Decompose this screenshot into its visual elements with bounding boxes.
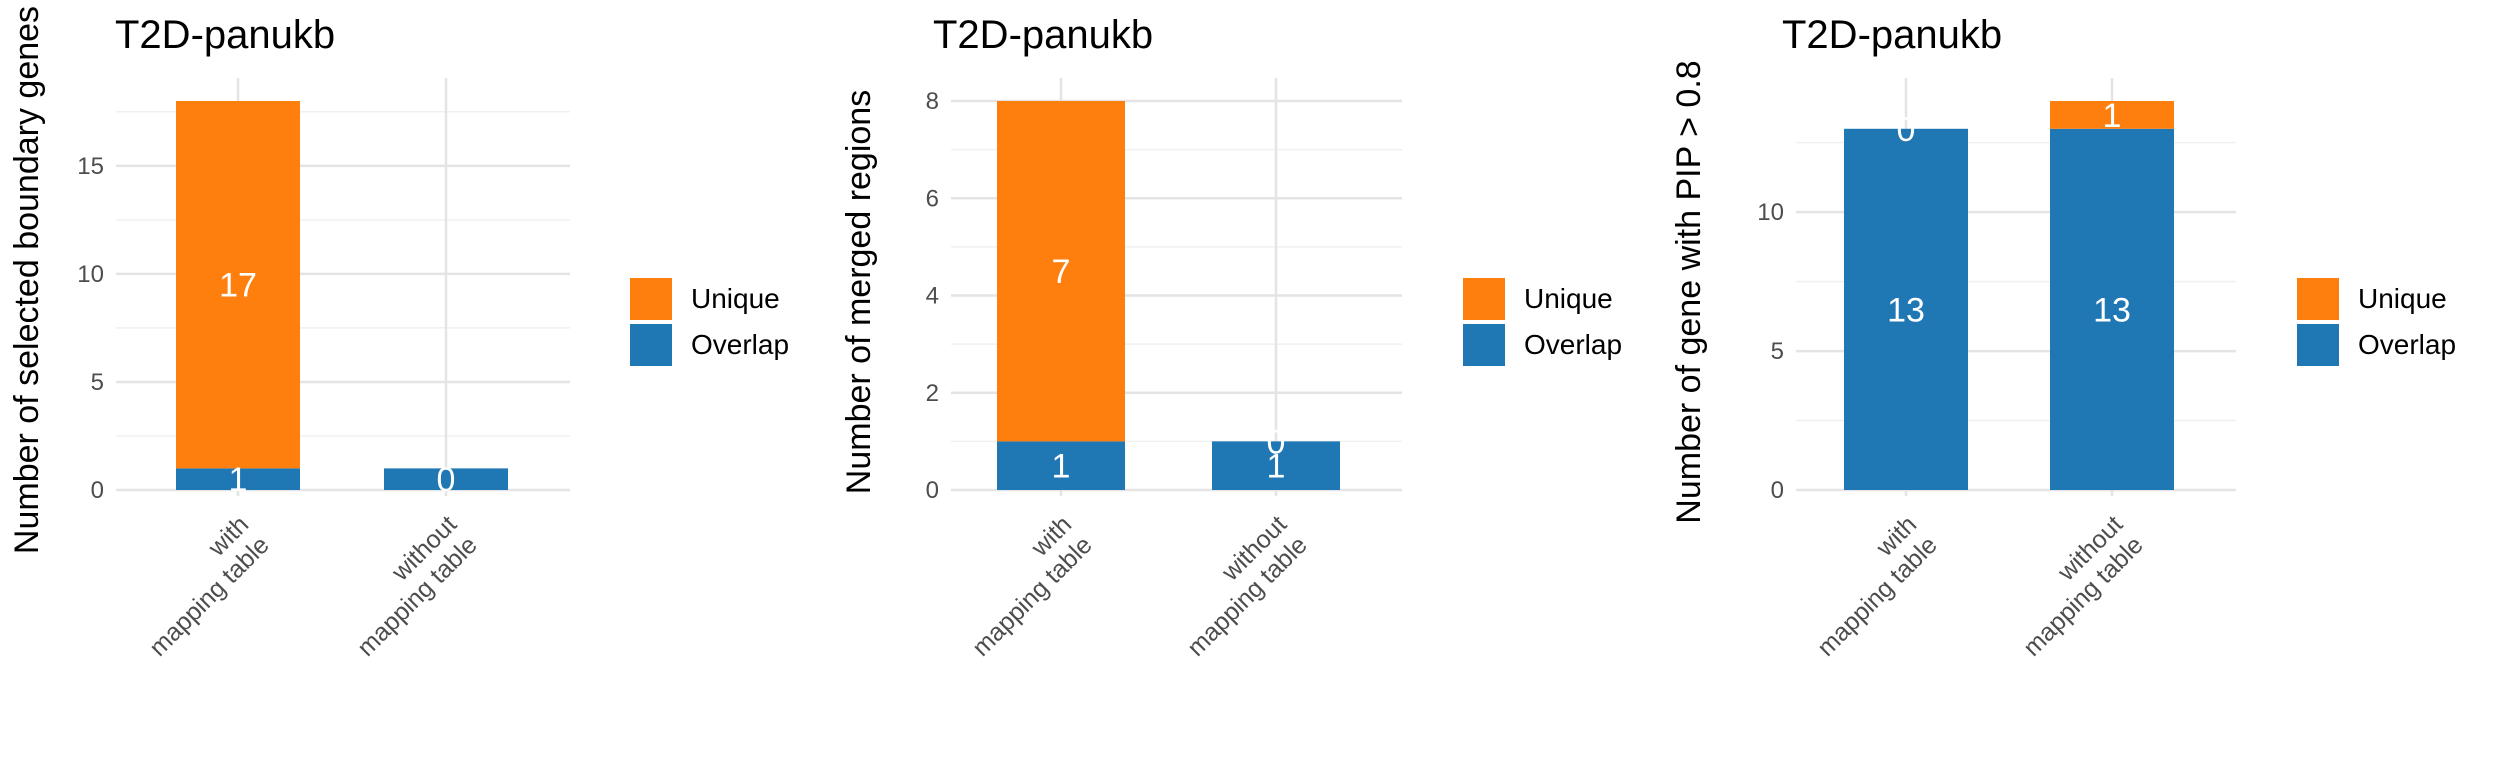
legend-key-unique <box>630 278 672 320</box>
bar-unique <box>997 101 1125 442</box>
y-tick-label: 4 <box>926 283 939 310</box>
legend-key-overlap <box>630 324 672 366</box>
data-label: 7 <box>1052 253 1071 291</box>
data-label: 0 <box>437 461 456 499</box>
legend-label: Unique <box>2358 283 2447 314</box>
y-tick-label: 8 <box>926 88 939 115</box>
y-tick-label: 10 <box>77 261 104 288</box>
legend-key-overlap <box>1463 324 1505 366</box>
chart-title: T2D-panukb <box>1782 13 2002 57</box>
y-tick-label: 5 <box>91 369 104 396</box>
bar-overlap <box>176 468 300 490</box>
y-tick-label: 5 <box>1771 338 1784 365</box>
bar-overlap <box>997 441 1125 490</box>
y-tick-label: 0 <box>1771 477 1784 504</box>
x-tick-label: withoutmapping table <box>1997 510 2148 661</box>
bar-overlap <box>1844 128 1968 491</box>
data-label: 1 <box>1052 448 1071 486</box>
bar-overlap <box>384 468 508 490</box>
chart-title: T2D-panukb <box>933 13 1153 57</box>
chart-title: T2D-panukb <box>115 13 335 57</box>
data-label: 0 <box>1267 423 1286 461</box>
legend-key-unique <box>2297 278 2339 320</box>
x-tick-label-line: mapping table <box>1812 531 1943 662</box>
y-axis-title: Number of selected boundary genes <box>8 6 46 554</box>
data-label: 1 <box>2103 97 2122 135</box>
y-axis-title: Number of merged regions <box>840 90 878 494</box>
bar-overlap <box>2050 128 2174 491</box>
data-label: 1 <box>1267 448 1286 486</box>
legend-key-unique <box>1463 278 1505 320</box>
data-label: 13 <box>1887 291 1925 329</box>
x-tick-label: withmapping table <box>946 510 1097 661</box>
data-label: 13 <box>2093 291 2131 329</box>
legend-label: Overlap <box>691 329 789 360</box>
legend-key-overlap <box>2297 324 2339 366</box>
legend-label: Unique <box>691 283 780 314</box>
y-axis-title: Number of gene with PIP > 0.8 <box>1670 60 1708 523</box>
y-tick-label: 10 <box>1757 199 1784 226</box>
legend: Unique Overlap <box>1463 278 1622 366</box>
y-tick-label: 0 <box>91 477 104 504</box>
legend-label: Unique <box>1524 283 1613 314</box>
data-label: 17 <box>219 267 257 305</box>
x-tick-label: withmapping table <box>123 510 274 661</box>
legend-label: Overlap <box>2358 329 2456 360</box>
legend: Unique Overlap <box>630 278 789 366</box>
bar-unique <box>2050 101 2174 129</box>
y-tick-label: 15 <box>77 153 104 180</box>
x-tick-label-line: mapping table <box>144 531 275 662</box>
y-tick-label: 0 <box>926 477 939 504</box>
chart-panel-1: 0 5 10 15 1 17 0 withmapping table withoutmappin… <box>8 6 789 662</box>
bar-overlap <box>1212 441 1340 490</box>
y-tick-label: 6 <box>926 185 939 212</box>
x-tick-label-line: mapping table <box>967 531 1098 662</box>
legend: Unique Overlap <box>2297 278 2456 366</box>
x-tick-label: withmapping table <box>1791 510 1942 661</box>
legend-label: Overlap <box>1524 329 1622 360</box>
data-label: 0 <box>1897 111 1916 149</box>
chart-panel-3: 0 5 10 13 0 13 1 withmapping table withoutmappin… <box>1670 13 2456 662</box>
x-tick-label: withoutmapping table <box>331 510 482 661</box>
data-label: 1 <box>229 461 248 499</box>
x-tick-label: withoutmapping table <box>1161 510 1312 661</box>
y-tick-label: 2 <box>926 380 939 407</box>
bar-unique <box>176 101 300 469</box>
